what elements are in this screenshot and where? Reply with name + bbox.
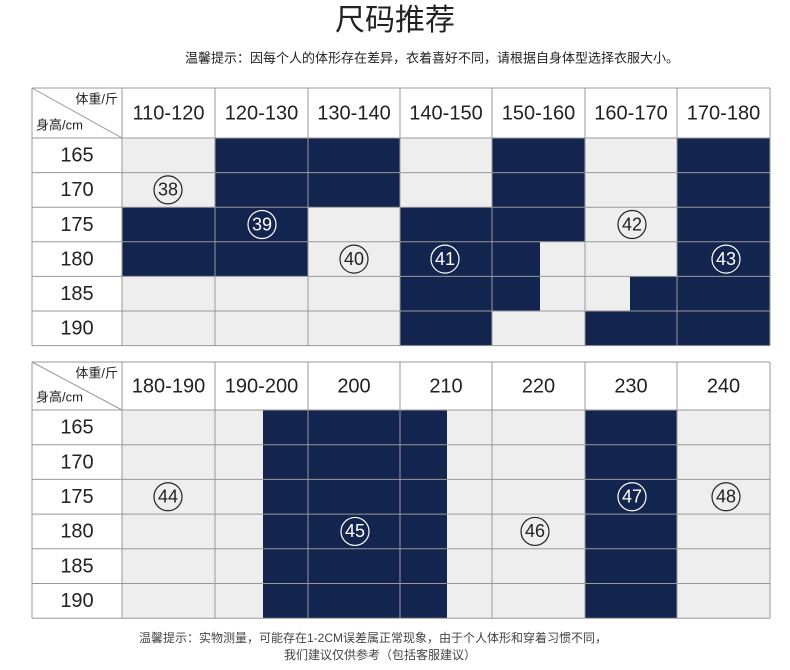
size-circle	[247, 209, 277, 240]
footnote: 温馨提示：实物测量，可能存在1-2CM误差属正常现象，由于个人体形和穿着习惯不同…	[139, 630, 607, 645]
dark-cell	[630, 276, 677, 311]
column-header: 180-190	[132, 375, 205, 397]
size-circle	[617, 482, 647, 512]
size-label: 47	[622, 487, 642, 507]
corner-height: 身高/cm	[36, 117, 83, 132]
corner-weight: 体重/斤	[75, 365, 118, 380]
column-header: 160-170	[594, 102, 667, 124]
column-header: 150-160	[502, 102, 575, 124]
column-header: 210	[429, 375, 462, 397]
subtitle: 温馨提示：因每个人的体形存在差异，衣着喜好不同，请根据自身体型选择衣服大小。	[185, 50, 679, 65]
size-label: 41	[435, 249, 455, 269]
size-circle	[711, 244, 741, 274]
row-header: 165	[60, 145, 93, 167]
size-label: 42	[622, 214, 642, 234]
row-header: 190	[60, 318, 93, 340]
column-header: 140-150	[409, 102, 482, 124]
footnote: 我们建议仅供参考（包括客服建议）	[284, 647, 476, 662]
column-header: 120-130	[225, 102, 298, 124]
size-circle	[153, 482, 183, 512]
size-label: 45	[345, 521, 365, 541]
size-label: 38	[158, 180, 178, 200]
row-header: 170	[60, 179, 93, 201]
column-header: 170-180	[687, 102, 760, 124]
row-header: 175	[60, 486, 93, 508]
corner-height: 身高/cm	[36, 389, 83, 404]
size-circle	[339, 244, 369, 274]
size-label: 39	[252, 214, 272, 234]
title: 尺码推荐	[335, 4, 455, 37]
size-circle	[520, 516, 550, 547]
size-label: 48	[716, 487, 736, 507]
size-circle	[617, 209, 647, 240]
size-label: 44	[158, 487, 178, 507]
row-header: 185	[60, 555, 93, 577]
size-label: 43	[716, 249, 736, 269]
column-header: 240	[707, 375, 740, 397]
column-header: 220	[522, 375, 555, 397]
size-label: 46	[525, 521, 545, 541]
dark-cell	[492, 207, 585, 242]
row-header: 185	[60, 283, 93, 305]
row-header: 165	[60, 417, 93, 439]
size-circle	[711, 482, 741, 512]
dark-cell	[585, 311, 677, 346]
row-header: 180	[60, 248, 93, 270]
size-circle	[430, 244, 460, 274]
corner-diagonal	[31, 87, 123, 139]
column-header: 130-140	[317, 102, 390, 124]
column-header: 110-120	[133, 102, 205, 124]
size-circle	[340, 516, 370, 547]
row-header: 190	[60, 590, 93, 612]
row-header: 170	[60, 451, 93, 473]
size-circle	[153, 175, 183, 205]
size-label: 40	[344, 249, 364, 269]
column-header: 190-200	[225, 375, 298, 397]
column-header: 200	[337, 375, 370, 397]
corner-diagonal	[31, 361, 123, 411]
corner-weight: 体重/斤	[75, 91, 118, 106]
row-header: 180	[60, 521, 93, 543]
row-header: 175	[60, 214, 93, 236]
column-header: 230	[614, 375, 647, 397]
